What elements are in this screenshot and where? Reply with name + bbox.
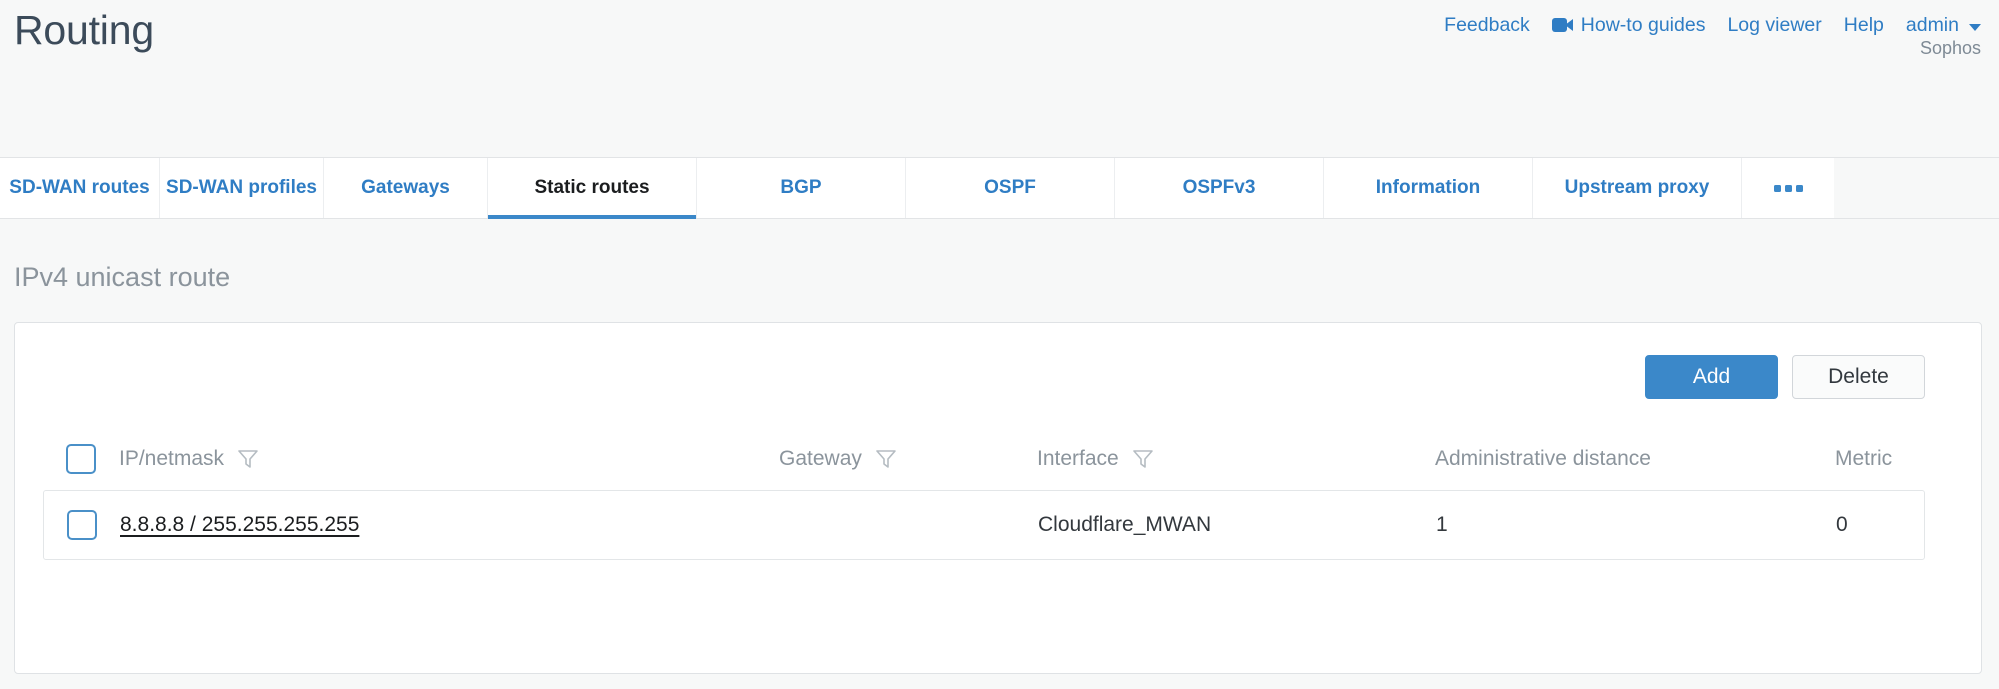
delete-button[interactable]: Delete [1792, 355, 1925, 399]
tab-label: SD-WAN profiles [166, 177, 317, 198]
row-checkbox[interactable] [67, 510, 97, 540]
column-header-ip-netmask: IP/netmask [119, 447, 779, 471]
section-title: IPv4 unicast route [14, 262, 231, 292]
tab-bar-filler [1834, 158, 1999, 218]
nav-how-to-guides[interactable]: How-to guides [1541, 10, 1717, 40]
tab-sd-wan-profiles[interactable]: SD-WAN profiles [160, 158, 324, 218]
nav-help-label: Help [1843, 14, 1884, 36]
ip-netmask-link[interactable]: 8.8.8.8 / 255.255.255.255 [120, 513, 360, 536]
tab-information[interactable]: Information [1324, 158, 1533, 218]
column-label: Interface [1037, 447, 1119, 470]
column-header-gateway: Gateway [779, 447, 1037, 471]
table-row: 8.8.8.8 / 255.255.255.255 Cloudflare_MWA… [43, 490, 1925, 560]
cell-interface: Cloudflare_MWAN [1038, 513, 1212, 536]
nav-admin-menu[interactable]: admin [1895, 10, 1981, 40]
filter-icon[interactable] [875, 448, 897, 470]
cell-metric: 0 [1836, 513, 1848, 536]
column-header-metric: Metric [1835, 447, 1893, 470]
tab-ospfv3[interactable]: OSPFv3 [1115, 158, 1324, 218]
ipv4-unicast-route-card: Add Delete IP/netmask [14, 322, 1982, 674]
nav-admin-label: admin [1905, 14, 1959, 36]
column-header-administrative-distance: Administrative distance [1435, 447, 1651, 470]
tab-label: OSPFv3 [1182, 177, 1256, 198]
tenant-name: Sophos [1919, 38, 1981, 58]
select-all-checkbox[interactable] [66, 444, 96, 474]
chevron-down-icon [1969, 23, 1981, 31]
video-icon [1551, 18, 1573, 32]
card-action-buttons: Add Delete [1645, 355, 1925, 399]
nav-help[interactable]: Help [1833, 10, 1895, 40]
tab-label: Information [1375, 177, 1481, 198]
page-header: Routing Feedback How-to guides Log viewe… [0, 0, 1999, 140]
tab-bgp[interactable]: BGP [697, 158, 906, 218]
column-label: Gateway [779, 447, 862, 470]
nav-log-viewer-label: Log viewer [1727, 14, 1822, 36]
tab-ospf[interactable]: OSPF [906, 158, 1115, 218]
row-select-cell [44, 510, 120, 540]
table-header-row: IP/netmask Gateway [43, 428, 1925, 490]
filter-icon[interactable] [237, 448, 259, 470]
routes-table: IP/netmask Gateway [43, 428, 1925, 560]
tab-upstream-proxy[interactable]: Upstream proxy [1533, 158, 1742, 218]
tab-gateways[interactable]: Gateways [324, 158, 488, 218]
tab-label: Upstream proxy [1564, 177, 1710, 198]
tab-label: Gateways [361, 177, 450, 198]
tab-label: OSPF [984, 177, 1036, 198]
tab-label: Static routes [534, 177, 650, 198]
column-label: IP/netmask [119, 447, 225, 470]
cell-ip-netmask: 8.8.8.8 / 255.255.255.255 [120, 513, 780, 537]
nav-log-viewer[interactable]: Log viewer [1716, 10, 1832, 40]
page-title: Routing [14, 7, 154, 53]
tab-bar: SD-WAN routes SD-WAN profiles Gateways S… [0, 157, 1999, 219]
add-button[interactable]: Add [1645, 355, 1778, 399]
top-navigation: Feedback How-to guides Log viewer Help a… [1433, 10, 1981, 40]
select-all-cell [43, 444, 119, 474]
filter-icon[interactable] [1132, 448, 1154, 470]
nav-feedback[interactable]: Feedback [1433, 10, 1541, 40]
more-options-icon [1773, 184, 1803, 192]
tab-label: BGP [780, 177, 822, 198]
column-header-interface: Interface [1037, 447, 1435, 471]
tab-label: SD-WAN routes [9, 177, 150, 198]
tab-sd-wan-routes[interactable]: SD-WAN routes [0, 158, 160, 218]
tab-overflow-menu[interactable] [1742, 158, 1834, 218]
tab-static-routes[interactable]: Static routes [488, 158, 697, 219]
nav-how-to-guides-label: How-to guides [1580, 14, 1706, 36]
nav-feedback-label: Feedback [1444, 14, 1530, 36]
cell-administrative-distance: 1 [1436, 513, 1448, 536]
